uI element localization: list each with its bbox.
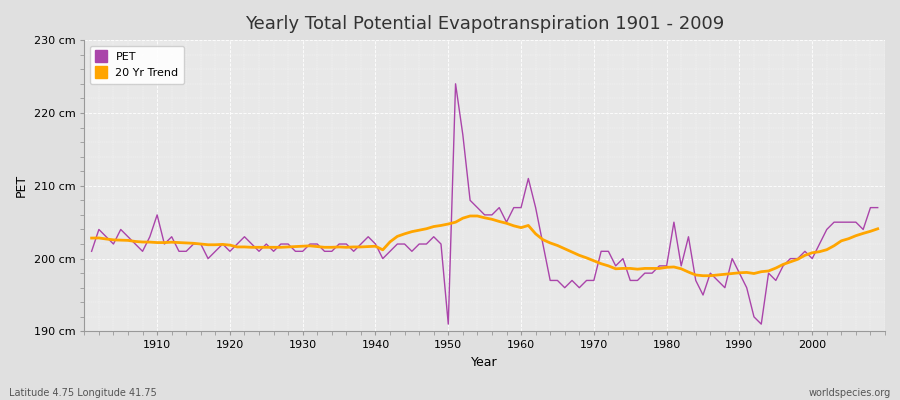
20 Yr Trend [698, 273, 708, 278]
Title: Yearly Total Potential Evapotranspiration 1901 - 2009: Yearly Total Potential Evapotranspiratio… [245, 15, 724, 33]
PET [617, 256, 628, 261]
Line: PET: PET [92, 84, 878, 324]
20 Yr Trend [464, 214, 475, 218]
PET [530, 205, 541, 210]
PET [523, 176, 534, 181]
20 Yr Trend [348, 244, 359, 249]
PET [304, 242, 315, 246]
PET [144, 234, 155, 239]
Text: Latitude 4.75 Longitude 41.75: Latitude 4.75 Longitude 41.75 [9, 388, 157, 398]
Y-axis label: PET: PET [15, 174, 28, 197]
PET [86, 249, 97, 254]
X-axis label: Year: Year [472, 356, 498, 369]
20 Yr Trend [304, 244, 315, 248]
Legend: PET, 20 Yr Trend: PET, 20 Yr Trend [90, 46, 184, 84]
PET [443, 322, 454, 326]
20 Yr Trend [516, 225, 526, 230]
20 Yr Trend [144, 240, 155, 244]
Text: worldspecies.org: worldspecies.org [809, 388, 891, 398]
PET [348, 249, 359, 254]
20 Yr Trend [872, 226, 883, 231]
20 Yr Trend [86, 236, 97, 240]
20 Yr Trend [523, 223, 534, 228]
PET [872, 205, 883, 210]
Line: 20 Yr Trend: 20 Yr Trend [92, 216, 878, 276]
PET [450, 82, 461, 86]
20 Yr Trend [610, 266, 621, 271]
